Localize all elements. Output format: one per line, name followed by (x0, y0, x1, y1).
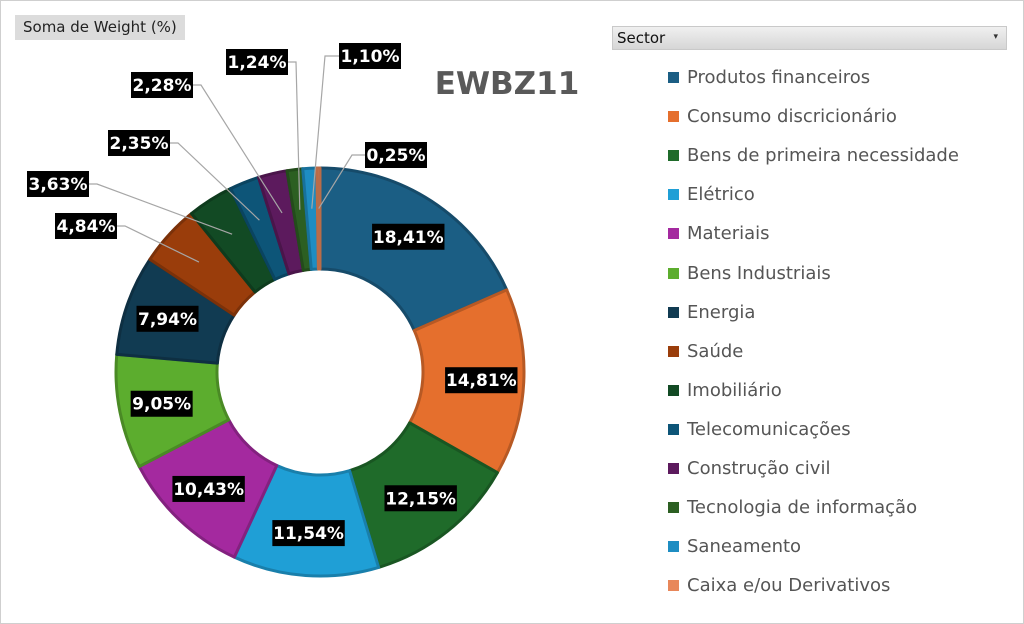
data-label-text: 3,63% (29, 175, 88, 195)
leader-line (318, 154, 365, 209)
legend-label: Imobiliário (687, 379, 782, 401)
legend-swatch (668, 462, 679, 474)
legend-swatch (668, 345, 679, 357)
legend-item-bens-industriais: Bens Industriais (668, 253, 1008, 292)
legend-item-consumo-discricionario: Consumo discricionário (668, 97, 1008, 136)
legend-swatch (668, 541, 679, 553)
legend-label: Caixa e/ou Derivativos (687, 575, 891, 597)
data-label-text: 1,24% (228, 53, 287, 73)
legend-swatch (668, 580, 679, 592)
data-label-box (272, 520, 345, 547)
data-label-text: 10,43% (173, 480, 244, 500)
legend-label: Telecomunicações (687, 418, 851, 440)
legend-label: Materiais (687, 223, 770, 245)
leader-line (311, 55, 339, 209)
legend-swatch (668, 228, 679, 240)
legend-swatch (668, 150, 679, 162)
leader-line (89, 183, 233, 235)
data-label-box (384, 485, 457, 512)
legend-label: Construção civil (687, 457, 831, 479)
data-label-text: 11,54% (273, 524, 344, 544)
data-label: 1,24% (226, 49, 288, 75)
data-label: 9,05% (130, 390, 193, 417)
data-label-box (445, 367, 518, 394)
data-label: 18,41% (372, 223, 445, 250)
leader-line (117, 225, 200, 263)
data-label: 12,15% (384, 485, 457, 512)
sector-filter-dropdown[interactable]: Sector ▾ (612, 26, 1007, 50)
data-label-box (136, 305, 199, 332)
data-label-box (130, 390, 193, 417)
data-label-box (131, 72, 193, 98)
data-label: 11,54% (272, 520, 345, 547)
chart-legend: Produtos financeiros Consumo discricionár… (668, 58, 1008, 605)
legend-item-tecnologia-de-informacao: Tecnologia de informação (668, 488, 1008, 527)
legend-swatch (668, 189, 679, 201)
chevron-down-icon[interactable]: ▾ (993, 32, 998, 42)
legend-label: Saneamento (687, 536, 802, 558)
legend-swatch (668, 111, 679, 123)
legend-label: Bens de primeira necessidade (687, 145, 959, 167)
leader-line (170, 142, 260, 221)
data-label: 3,63% (27, 171, 89, 197)
legend-label: Saúde (687, 340, 744, 362)
legend-swatch (668, 306, 679, 318)
data-label: 2,28% (131, 72, 193, 98)
legend-label: Tecnologia de informação (687, 497, 918, 519)
legend-swatch (668, 72, 679, 84)
legend-item-produtos-financeiros: Produtos financeiros (668, 58, 1008, 97)
value-field-button[interactable]: Soma de Weight (%) (15, 15, 185, 40)
legend-item-imobiliario: Imobiliário (668, 371, 1008, 410)
legend-item-caixa-e-ou-derivativos: Caixa e/ou Derivativos (668, 566, 1008, 605)
legend-item-materiais: Materiais (668, 214, 1008, 253)
legend-swatch (668, 423, 679, 435)
legend-item-construcao-civil: Construção civil (668, 449, 1008, 488)
legend-label: Elétrico (687, 184, 755, 206)
donut-slice-caixa-e-ou-derivativos (315, 166, 322, 271)
data-label-text: 14,81% (446, 371, 517, 391)
data-label: 7,94% (136, 305, 199, 332)
data-label: 0,25% (365, 142, 427, 168)
chart-title: EWBZ11 (435, 66, 580, 102)
legend-item-saneamento: Saneamento (668, 527, 1008, 566)
data-label: 10,43% (172, 475, 245, 502)
data-label-box (108, 130, 170, 156)
legend-swatch (668, 267, 679, 279)
legend-swatch (668, 502, 679, 514)
data-label-text: 0,25% (367, 146, 426, 166)
data-label-box (365, 142, 427, 168)
data-label-text: 7,94% (138, 310, 197, 330)
data-label-box (55, 213, 117, 239)
legend-label: Energia (687, 301, 756, 323)
legend-label: Bens Industriais (687, 262, 831, 284)
data-label-box (27, 171, 89, 197)
data-label-box (172, 475, 245, 502)
data-label-text: 2,35% (110, 134, 169, 154)
legend-swatch (668, 384, 679, 396)
data-label-box (372, 223, 445, 250)
legend-item-telecomunicacoes: Telecomunicações (668, 410, 1008, 449)
data-label: 4,84% (55, 213, 117, 239)
data-label-text: 9,05% (132, 395, 191, 415)
sector-filter-label: Sector (617, 29, 666, 47)
data-label: 1,10% (339, 43, 401, 69)
legend-label: Consumo discricionário (687, 106, 897, 128)
leader-line (193, 84, 283, 214)
data-label-text: 2,28% (133, 76, 192, 96)
legend-item-saude: Saúde (668, 332, 1008, 371)
legend-label: Produtos financeiros (687, 67, 871, 89)
data-label-text: 12,15% (385, 489, 456, 509)
data-label-text: 4,84% (57, 217, 116, 237)
leader-line (288, 61, 301, 210)
legend-item-eletrico: Elétrico (668, 175, 1008, 214)
legend-item-bens-de-primeira-necessidade: Bens de primeira necessidade (668, 136, 1008, 175)
data-label-text: 18,41% (373, 228, 444, 248)
data-label-box (226, 49, 288, 75)
data-label: 2,35% (108, 130, 170, 156)
data-label-box (339, 43, 401, 69)
data-label: 14,81% (445, 367, 518, 394)
data-label-text: 1,10% (341, 47, 400, 67)
legend-item-energia: Energia (668, 293, 1008, 332)
